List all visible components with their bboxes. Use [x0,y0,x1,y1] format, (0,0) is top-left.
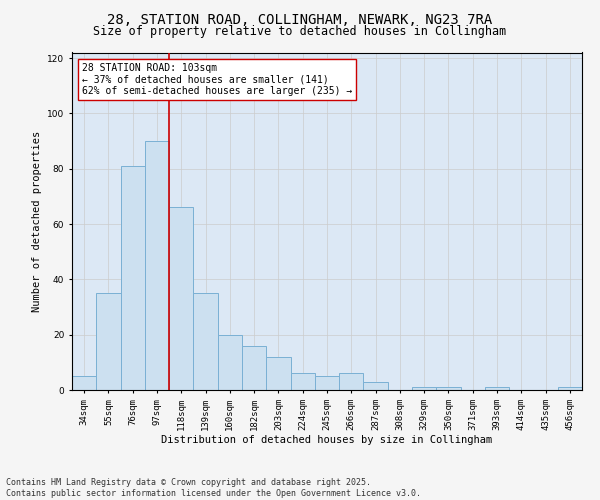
Bar [485,387,509,390]
Y-axis label: Number of detached properties: Number of detached properties [32,130,41,312]
Bar [290,374,315,390]
Bar [72,376,96,390]
Text: 28, STATION ROAD, COLLINGHAM, NEWARK, NG23 7RA: 28, STATION ROAD, COLLINGHAM, NEWARK, NG… [107,12,493,26]
Bar [96,293,121,390]
Text: 28 STATION ROAD: 103sqm
← 37% of detached houses are smaller (141)
62% of semi-d: 28 STATION ROAD: 103sqm ← 37% of detache… [82,62,352,96]
Bar [121,166,145,390]
Bar [242,346,266,390]
Bar [558,387,582,390]
Text: Size of property relative to detached houses in Collingham: Size of property relative to detached ho… [94,25,506,38]
Bar [218,334,242,390]
X-axis label: Distribution of detached houses by size in Collingham: Distribution of detached houses by size … [161,436,493,446]
Bar [412,387,436,390]
Text: Contains HM Land Registry data © Crown copyright and database right 2025.
Contai: Contains HM Land Registry data © Crown c… [6,478,421,498]
Bar [364,382,388,390]
Bar [436,387,461,390]
Bar [145,141,169,390]
Bar [266,357,290,390]
Bar [193,293,218,390]
Bar [169,208,193,390]
Bar [339,374,364,390]
Bar [315,376,339,390]
